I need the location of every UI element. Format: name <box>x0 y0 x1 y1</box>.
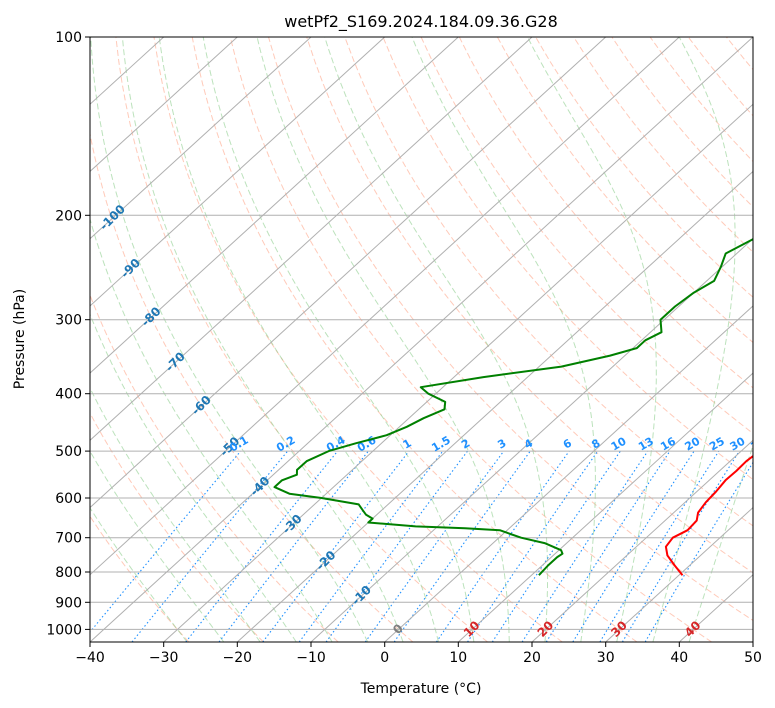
mixing-ratio-line <box>131 450 289 642</box>
moist-adiabat-line <box>90 387 261 642</box>
mixing-ratio-line <box>185 450 339 642</box>
isotherm-line <box>90 37 533 442</box>
x-axis-label: Temperature (°C) <box>360 681 482 697</box>
dry-adiabat-line <box>191 37 638 642</box>
isotherm-line <box>236 170 753 642</box>
y-tick-label: 400 <box>55 387 82 403</box>
x-tick-label: 50 <box>744 650 762 666</box>
moist-adiabat-line <box>202 37 475 642</box>
mixing-ratio-line <box>545 450 671 642</box>
plot-frame <box>89 36 754 643</box>
mixing-ratio-lines <box>90 450 753 642</box>
y-tick-label: 600 <box>55 491 82 507</box>
mixing-ratio-label: 36 <box>748 434 768 453</box>
isotherm-line <box>310 237 753 642</box>
x-tick-label: −30 <box>149 650 179 666</box>
mixing-ratio-line <box>491 450 621 642</box>
pressure-gridlines <box>90 37 753 630</box>
dry-adiabat-line <box>458 37 753 389</box>
y-tick-label: 1000 <box>46 622 82 638</box>
isotherm-line <box>90 37 312 240</box>
mixing-ratio-line <box>325 450 468 642</box>
plot-content: -100-90-80-70-60-50-40-30-20-100 10 20 30 40… <box>90 37 768 642</box>
x-tick-label: 0 <box>380 650 389 666</box>
x-tick-label: 30 <box>597 650 615 666</box>
x-tick-label: −20 <box>223 650 253 666</box>
isotherm-line <box>90 37 607 509</box>
mixing-ratio-line <box>364 450 505 642</box>
dry-adiabat-line <box>153 37 563 642</box>
temperature-profile-line <box>664 454 753 576</box>
moist-adiabat-line <box>527 37 657 642</box>
mixing-ratio-line <box>298 450 444 642</box>
y-axis-label: Pressure (hPa) <box>12 289 28 389</box>
mixing-ratio-line <box>262 450 410 642</box>
y-tick-label: 100 <box>55 30 82 46</box>
moist-adiabats <box>90 37 753 642</box>
chart-title: wetPf2_S169.2024.184.09.36.G28 <box>284 12 558 32</box>
moist-adiabat-line <box>652 37 736 642</box>
dry-adiabat-line <box>90 293 339 642</box>
mixing-ratio-line <box>435 450 570 642</box>
x-tick-label: 20 <box>523 650 541 666</box>
y-tick-label: 700 <box>55 531 82 547</box>
moist-adiabat-line <box>90 506 188 642</box>
x-tick-label: 40 <box>670 650 688 666</box>
mixing-ratio-line <box>467 450 599 642</box>
y-tick-label: 300 <box>55 313 82 329</box>
dry-adiabat-line <box>90 515 190 642</box>
mixing-ratio-line <box>90 450 242 633</box>
moist-adiabat-line <box>256 37 510 642</box>
moist-adiabat-line <box>688 444 753 642</box>
y-tick-label: 900 <box>55 595 82 611</box>
moist-adiabat-line <box>90 313 297 642</box>
moist-adiabat-line <box>121 37 404 642</box>
y-axis-ticks: 100 200 300 400 500 600 700 800 900 1000 <box>46 30 90 638</box>
y-tick-label: 500 <box>55 444 82 460</box>
isotherm-line <box>457 372 753 642</box>
moist-adiabat-line <box>90 217 333 642</box>
isotherm-line <box>90 37 386 307</box>
isotherm-line <box>90 37 753 642</box>
y-tick-label: 200 <box>55 208 82 224</box>
mixing-ratio-line <box>572 450 695 642</box>
mixing-ratio-line <box>521 450 649 642</box>
dry-adiabat-line <box>535 37 753 298</box>
x-tick-label: 10 <box>449 650 467 666</box>
isotherm-line <box>163 103 753 642</box>
x-tick-label: −40 <box>75 650 105 666</box>
isotherm-line <box>90 37 238 173</box>
moist-adiabat-line <box>90 450 225 642</box>
y-tick-label: 800 <box>55 565 82 581</box>
x-axis-ticks: −40 −30 −20 −10 0 10 20 30 40 50 <box>75 642 762 666</box>
moist-adiabat-line <box>411 37 596 642</box>
moist-adiabat-line <box>90 37 369 642</box>
isotherm-line <box>90 37 680 576</box>
isotherm-line <box>605 506 753 642</box>
dry-adiabat-line <box>306 37 753 574</box>
dewpoint-profile-line <box>273 237 753 576</box>
x-tick-label: −10 <box>296 650 326 666</box>
isotherm-line <box>90 37 459 374</box>
dry-adiabat-line <box>115 37 488 642</box>
dry-adiabat-line <box>90 412 264 642</box>
moist-adiabat-line <box>324 37 549 642</box>
skewed-isotherms <box>90 37 753 642</box>
isotherm-line <box>531 439 753 642</box>
moist-adiabat-line <box>158 37 439 642</box>
profile-series <box>273 237 753 576</box>
dry-adiabat-line <box>268 37 753 622</box>
dry-adiabat-line <box>496 37 753 344</box>
isotherm-line <box>384 305 753 642</box>
